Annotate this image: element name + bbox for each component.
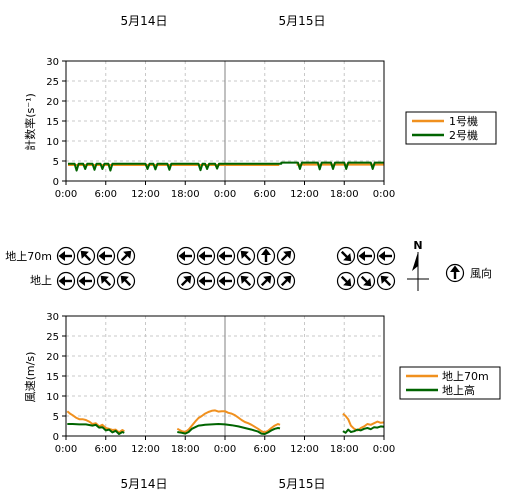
wind-arrow-se-icon <box>336 246 356 266</box>
x-tick-label: 12:00 <box>290 189 319 200</box>
x-tick-label: 6:00 <box>95 444 117 455</box>
y-tick-label: 25 <box>46 77 59 88</box>
wind-arrow-w-icon <box>176 246 196 266</box>
y-tick-label: 20 <box>46 352 59 363</box>
compass-north-label: N <box>413 239 422 252</box>
series-line-secondary <box>68 161 384 172</box>
wind-arrow-legend-icon <box>445 263 465 283</box>
wind-speed-legend: 地上70m 地上高 <box>399 366 501 400</box>
count-rate-grid <box>66 61 384 181</box>
x-tick-label: 0:00 <box>55 189 77 200</box>
x-tick-label: 0:00 <box>214 444 236 455</box>
wind-arrow-nw-icon <box>236 271 256 291</box>
date-label-bottom-day1: 5月14日 <box>121 477 168 491</box>
count-rate-legend: 1号機 2号機 <box>405 111 497 145</box>
count-rate-series <box>68 161 384 172</box>
wind-speed-chart: 0 5 10 15 20 25 30 0:00 6:00 12:00 18:00 0:00 6:00 1… <box>24 312 395 455</box>
y-tick-label: 25 <box>46 332 59 343</box>
wind-direction-row-label-ground: 地上 <box>30 274 52 287</box>
wind-direction-panel: 地上70m 地上 N 風向 <box>5 239 492 291</box>
wind-arrow-w-icon <box>56 271 76 291</box>
y-tick-label: 15 <box>46 117 59 128</box>
wind-arrow-se-icon <box>336 271 356 291</box>
wind-direction-legend-arrow-icon <box>445 263 465 283</box>
wind-arrow-nw-icon <box>96 271 116 291</box>
count-rate-chart: 0 5 10 15 20 25 30 0:00 6:00 12:00 18:00 0:00 6:00 1… <box>23 57 395 200</box>
wind-arrow-nw-icon <box>236 246 256 266</box>
y-tick-label: 30 <box>46 57 59 68</box>
wind-arrow-w-icon <box>356 246 376 266</box>
series-line-primary <box>66 410 125 434</box>
wind-speed-y-axis-label: 風速(m/s) <box>24 352 37 403</box>
legend-label-70m: 地上70m <box>442 370 489 383</box>
legend-label-ground: 地上高 <box>442 383 475 397</box>
wind-arrow-ne-icon <box>256 271 276 291</box>
wind-arrow-ne-icon <box>276 271 296 291</box>
wind-direction-arrows <box>56 246 396 291</box>
y-tick-label: 5 <box>53 412 59 423</box>
wind-speed-x-ticks: 0:00 6:00 12:00 18:00 0:00 6:00 12:00 18:00 0:00 <box>55 436 395 455</box>
x-tick-label: 18:00 <box>330 189 359 200</box>
wind-arrow-w-icon <box>76 271 96 291</box>
wind-arrow-w-icon <box>196 271 216 291</box>
wind-direction-row-label-70m: 地上70m <box>5 250 52 263</box>
x-tick-label: 12:00 <box>131 189 160 200</box>
x-tick-label: 0:00 <box>214 189 236 200</box>
x-tick-label: 6:00 <box>254 444 276 455</box>
wind-arrow-nw-icon <box>76 246 96 266</box>
y-tick-label: 5 <box>53 157 59 168</box>
y-tick-label: 20 <box>46 97 59 108</box>
x-tick-label: 0:00 <box>373 444 395 455</box>
y-tick-label: 10 <box>46 137 59 148</box>
date-label-top-day1: 5月14日 <box>121 14 168 28</box>
wind-arrow-w-icon <box>56 246 76 266</box>
series-line-primary <box>342 412 385 432</box>
wind-arrow-nw-icon <box>376 271 396 291</box>
x-tick-label: 18:00 <box>330 444 359 455</box>
legend-label-unit1: 1号機 <box>449 114 478 128</box>
legend-label-unit2: 2号機 <box>449 128 478 142</box>
y-tick-label: 10 <box>46 392 59 403</box>
date-label-bottom-day2: 5月15日 <box>279 477 326 491</box>
y-tick-label: 30 <box>46 312 59 323</box>
x-tick-label: 6:00 <box>254 189 276 200</box>
wind-arrow-ne-icon <box>116 246 136 266</box>
x-tick-label: 18:00 <box>171 189 200 200</box>
x-tick-label: 12:00 <box>131 444 160 455</box>
count-rate-y-ticks: 0 5 10 15 20 25 30 <box>46 57 66 188</box>
wind-arrow-ne-icon <box>276 246 296 266</box>
wind-arrow-w-icon <box>96 246 116 266</box>
wind-direction-legend-label: 風向 <box>470 266 492 280</box>
count-rate-legend-box <box>405 111 497 145</box>
wind-arrow-w-icon <box>216 271 236 291</box>
series-line-secondary <box>177 423 281 435</box>
x-tick-label: 18:00 <box>171 444 200 455</box>
wind-arrow-se-icon <box>356 271 376 291</box>
wind-arrow-w-icon <box>196 246 216 266</box>
x-tick-label: 0:00 <box>373 189 395 200</box>
series-line-primary <box>176 409 281 434</box>
wind-arrow-w-icon <box>376 246 396 266</box>
x-tick-label: 6:00 <box>95 189 117 200</box>
wind-speed-legend-box <box>399 366 501 400</box>
north-compass-icon: N <box>407 239 429 291</box>
wind-arrow-ne-icon <box>176 271 196 291</box>
x-tick-label: 12:00 <box>290 444 319 455</box>
y-tick-label: 15 <box>46 372 59 383</box>
x-tick-label: 0:00 <box>55 444 77 455</box>
series-line-secondary <box>67 423 125 435</box>
y-tick-label: 0 <box>53 432 59 443</box>
wind-arrow-w-icon <box>216 246 236 266</box>
wind-speed-y-ticks: 0 5 10 15 20 25 30 <box>46 312 66 443</box>
date-label-top-day2: 5月15日 <box>279 14 326 28</box>
wind-arrow-nw-icon <box>116 271 136 291</box>
count-rate-y-axis-label: 計数率(s⁻¹) <box>23 93 37 151</box>
wind-arrow-n-icon <box>256 246 276 266</box>
wind-speed-series <box>66 409 385 435</box>
count-rate-x-ticks: 0:00 6:00 12:00 18:00 0:00 6:00 12:00 18:00 0:00 <box>55 181 395 200</box>
y-tick-label: 0 <box>53 177 59 188</box>
series-line-secondary <box>342 425 385 434</box>
